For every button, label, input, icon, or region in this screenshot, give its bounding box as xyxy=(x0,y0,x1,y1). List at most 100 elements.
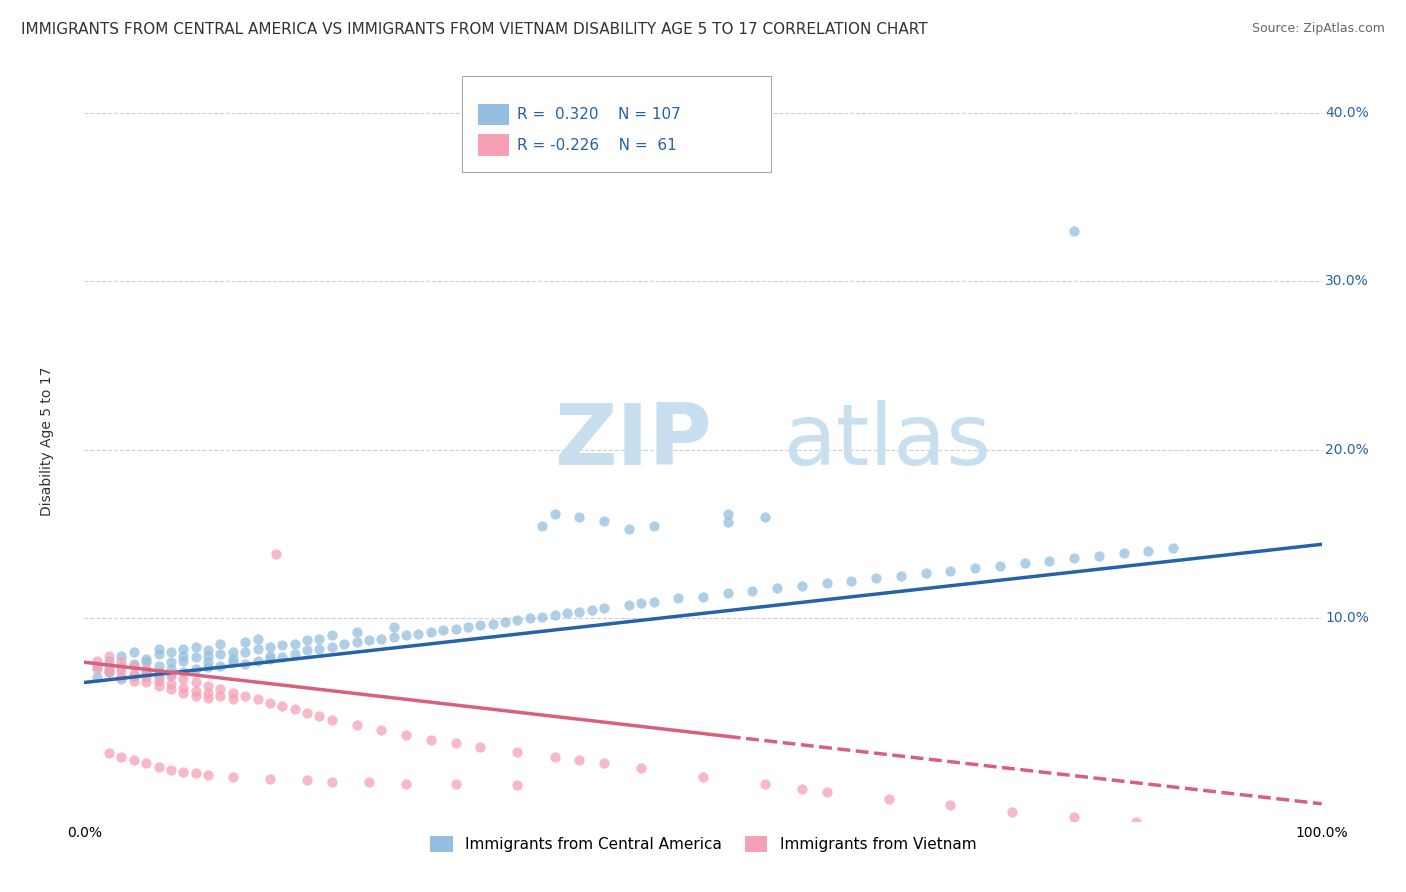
Point xyxy=(110,664,132,678)
Text: R = -0.226    N =  61: R = -0.226 N = 61 xyxy=(517,137,678,153)
Point xyxy=(148,658,170,673)
Point xyxy=(741,584,763,599)
Point xyxy=(419,624,441,639)
Point xyxy=(197,679,219,693)
Point xyxy=(246,692,269,706)
Point xyxy=(160,667,183,681)
Point xyxy=(815,785,838,799)
Point xyxy=(790,579,813,593)
Point xyxy=(593,756,616,771)
Text: 30.0%: 30.0% xyxy=(1326,275,1369,288)
Point xyxy=(197,685,219,699)
Point xyxy=(444,736,467,750)
Point xyxy=(630,761,652,775)
Point xyxy=(135,664,157,678)
Point xyxy=(395,728,418,742)
Point xyxy=(988,559,1011,574)
Point xyxy=(98,662,121,676)
Point xyxy=(717,507,740,521)
Point xyxy=(233,645,256,659)
Point xyxy=(1112,546,1135,560)
Point xyxy=(160,669,183,683)
Point xyxy=(98,665,121,680)
Point xyxy=(531,609,554,624)
Point xyxy=(233,657,256,671)
Point xyxy=(197,660,219,674)
Point xyxy=(543,507,565,521)
Point xyxy=(222,685,245,699)
Point xyxy=(271,639,294,653)
Point xyxy=(395,628,418,642)
Point xyxy=(172,672,194,686)
Point xyxy=(209,682,232,697)
Point xyxy=(295,773,318,788)
Point xyxy=(110,672,132,686)
Point xyxy=(531,518,554,533)
Point xyxy=(321,628,343,642)
Point xyxy=(382,620,405,634)
Point xyxy=(308,709,330,723)
Point xyxy=(98,746,121,760)
Point xyxy=(754,776,776,790)
Point xyxy=(122,673,145,688)
Point xyxy=(1125,815,1147,830)
Point xyxy=(148,665,170,680)
Point xyxy=(172,764,194,779)
Point xyxy=(481,616,503,631)
Point xyxy=(357,775,380,789)
Point xyxy=(395,776,418,790)
Point xyxy=(184,675,207,690)
Point xyxy=(271,699,294,714)
Point xyxy=(914,566,936,580)
Point xyxy=(617,522,640,536)
Point xyxy=(86,658,108,673)
Point xyxy=(259,648,281,663)
Point xyxy=(506,613,529,627)
Point xyxy=(184,689,207,703)
Point xyxy=(110,660,132,674)
Point xyxy=(259,640,281,654)
Point xyxy=(246,654,269,668)
Point xyxy=(890,569,912,583)
Point xyxy=(692,770,714,784)
Point xyxy=(135,675,157,690)
Point xyxy=(148,679,170,693)
Point xyxy=(284,702,307,716)
Point xyxy=(321,640,343,654)
Point xyxy=(815,576,838,591)
Point xyxy=(184,650,207,665)
Point xyxy=(568,510,591,524)
Point xyxy=(581,603,603,617)
Point xyxy=(519,611,541,625)
Point xyxy=(841,574,863,589)
Point xyxy=(295,643,318,657)
Point xyxy=(122,753,145,767)
Point xyxy=(172,654,194,668)
Point xyxy=(246,641,269,656)
Point xyxy=(284,647,307,661)
Point xyxy=(1063,224,1085,238)
Point xyxy=(295,633,318,648)
Point xyxy=(122,667,145,681)
Point xyxy=(160,655,183,669)
Point xyxy=(172,641,194,656)
Point xyxy=(160,682,183,697)
Point xyxy=(568,605,591,619)
Text: 20.0%: 20.0% xyxy=(1326,443,1369,457)
Point xyxy=(259,772,281,786)
Point xyxy=(593,514,616,528)
Text: Source: ZipAtlas.com: Source: ZipAtlas.com xyxy=(1251,22,1385,36)
Point xyxy=(717,586,740,600)
Point xyxy=(135,756,157,771)
Legend: Immigrants from Central America, Immigrants from Vietnam: Immigrants from Central America, Immigra… xyxy=(423,830,983,858)
Point xyxy=(233,635,256,649)
Point xyxy=(470,739,492,754)
Point xyxy=(506,778,529,792)
Point xyxy=(617,598,640,612)
Text: 40.0%: 40.0% xyxy=(1326,106,1369,120)
FancyBboxPatch shape xyxy=(478,104,509,126)
Point xyxy=(643,594,665,608)
Point xyxy=(122,657,145,671)
Point xyxy=(222,692,245,706)
Text: Disability Age 5 to 17: Disability Age 5 to 17 xyxy=(41,367,55,516)
